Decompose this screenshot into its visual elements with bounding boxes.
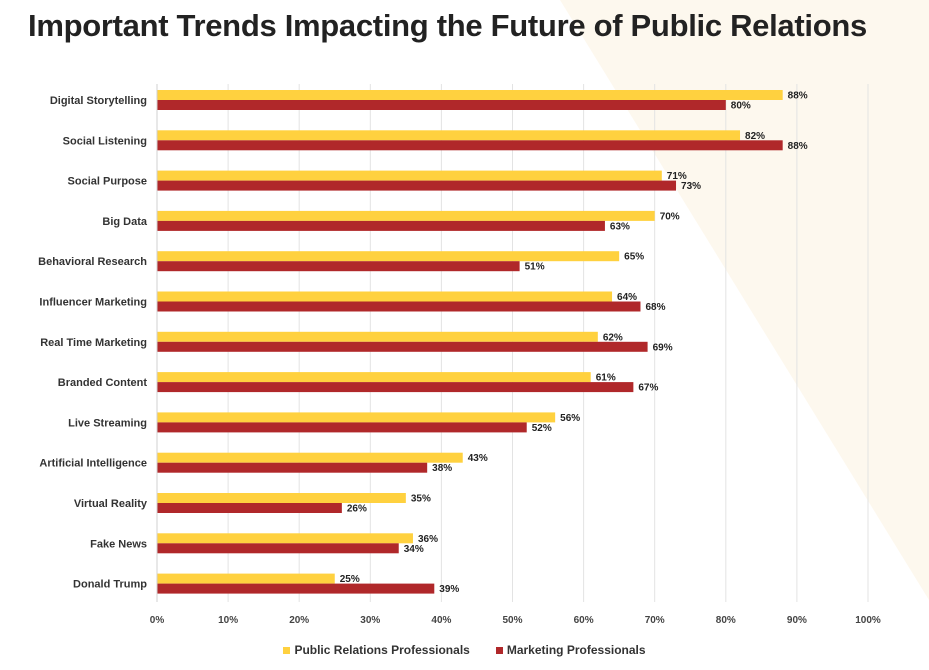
bar-pr <box>157 130 741 141</box>
bar-pr <box>157 170 662 181</box>
data-label-marketing: 26% <box>347 504 367 515</box>
x-tick-label: 20% <box>289 615 309 626</box>
bar-marketing <box>157 341 648 352</box>
data-label-pr: 35% <box>411 494 431 505</box>
category-label: Big Data <box>102 216 148 228</box>
data-label-marketing: 88% <box>788 141 808 152</box>
legend-label-marketing: Marketing Professionals <box>506 643 646 657</box>
category-label: Live Streaming <box>68 417 147 429</box>
category-label: Social Listening <box>63 135 147 147</box>
category-label: Donald Trump <box>73 579 147 591</box>
bar-marketing <box>157 220 605 231</box>
bar-pr <box>157 90 783 100</box>
bar-pr <box>157 493 406 503</box>
legend-swatch-pr <box>283 646 291 654</box>
data-label-pr: 88% <box>788 91 808 102</box>
bar-marketing <box>157 100 726 110</box>
category-label: Fake News <box>90 538 147 550</box>
x-tick-label: 0% <box>150 615 165 626</box>
bar-marketing <box>157 503 342 513</box>
x-tick-label: 40% <box>431 615 451 626</box>
bar-marketing <box>157 140 783 151</box>
legend-item-marketing: Marketing Professionals <box>495 643 646 657</box>
data-label-marketing: 69% <box>653 342 673 353</box>
bar-pr <box>157 251 620 262</box>
category-label: Digital Storytelling <box>50 95 147 107</box>
category-label: Virtual Reality <box>74 498 148 510</box>
bar-marketing <box>157 301 641 312</box>
data-label-pr: 65% <box>624 252 644 263</box>
x-tick-label: 80% <box>716 615 736 626</box>
data-label-pr: 61% <box>596 373 616 384</box>
bar-marketing <box>157 462 428 473</box>
category-label: Branded Content <box>58 377 148 389</box>
data-label-pr: 70% <box>660 211 680 222</box>
data-label-marketing: 73% <box>681 181 701 192</box>
category-label: Influencer Marketing <box>39 297 147 309</box>
bar-pr <box>157 533 413 544</box>
data-label-marketing: 63% <box>610 221 630 232</box>
bar-pr <box>157 412 556 423</box>
bar-pr <box>157 372 591 383</box>
legend: Public Relations Professionals Marketing… <box>0 643 929 657</box>
data-label-marketing: 38% <box>432 463 452 474</box>
category-label: Social Purpose <box>68 176 147 188</box>
data-label-pr: 82% <box>745 131 765 142</box>
data-label-pr: 25% <box>340 574 360 585</box>
bar-marketing <box>157 261 520 272</box>
bar-pr <box>157 573 335 584</box>
data-label-pr: 64% <box>617 292 637 303</box>
data-label-marketing: 67% <box>638 383 658 394</box>
bar-chart: 0% 10% 20% 30% 40% 50% 60% 70% 80% 90% 100% Digital… <box>38 84 881 626</box>
chart-title: Important Trends Impacting the Future of… <box>28 8 867 43</box>
bar-marketing <box>157 382 634 393</box>
legend-label-pr: Public Relations Professionals <box>294 643 470 657</box>
category-label: Behavioral Research <box>38 256 147 268</box>
bar-marketing <box>157 543 399 554</box>
bar-pr <box>157 452 463 463</box>
data-label-marketing: 68% <box>645 302 665 313</box>
bar-pr <box>157 291 613 302</box>
bar-marketing <box>157 422 527 433</box>
bar-pr <box>157 210 655 221</box>
legend-item-pr: Public Relations Professionals <box>283 643 470 657</box>
data-label-marketing: 51% <box>525 262 545 273</box>
x-tick-label: 70% <box>645 615 665 626</box>
bar-marketing <box>157 180 677 191</box>
x-tick-label: 100% <box>855 615 881 626</box>
bar-pr <box>157 331 598 342</box>
x-tick-label: 90% <box>787 615 807 626</box>
category-label: Real Time Marketing <box>40 337 147 349</box>
data-label-pr: 36% <box>418 534 438 545</box>
data-label-marketing: 52% <box>532 423 552 434</box>
bar-marketing <box>157 583 435 594</box>
data-label-pr: 43% <box>468 453 488 464</box>
category-label: Artificial Intelligence <box>39 458 147 470</box>
x-tick-label: 30% <box>360 615 380 626</box>
x-tick-label: 10% <box>218 615 238 626</box>
data-label-pr: 56% <box>560 413 580 424</box>
data-label-marketing: 34% <box>404 544 424 555</box>
x-tick-label: 50% <box>502 615 522 626</box>
legend-swatch-marketing <box>495 646 503 654</box>
data-label-marketing: 39% <box>439 584 459 595</box>
data-label-pr: 62% <box>603 332 623 343</box>
data-label-pr: 71% <box>667 171 687 182</box>
data-label-marketing: 80% <box>731 101 751 112</box>
x-tick-label: 60% <box>574 615 594 626</box>
